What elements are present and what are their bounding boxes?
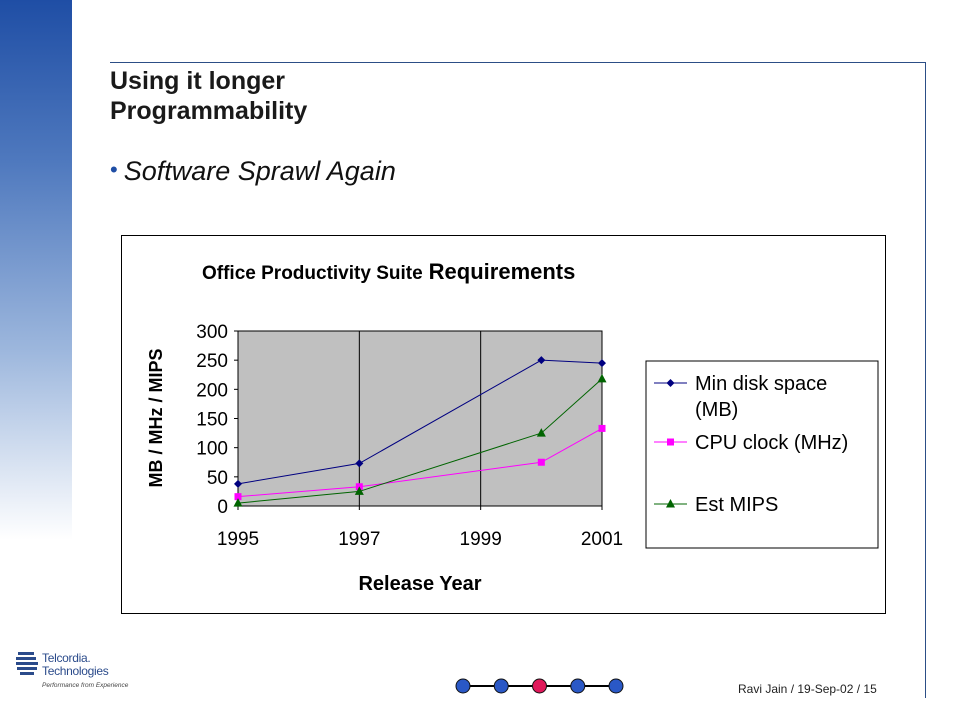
legend-box: [645, 360, 879, 549]
legend-label-3: Est MIPS: [695, 494, 778, 516]
logo-name: Telcordia. Technologies: [42, 651, 109, 678]
slide-title: Using it longer Programmability: [110, 66, 307, 126]
x-tick-label: 1999: [460, 529, 502, 550]
y-tick-label: 200: [196, 380, 228, 401]
legend-label-2: CPU clock (MHz): [695, 432, 848, 454]
left-accent-bar: [0, 0, 72, 540]
data-point-series-2: [598, 424, 606, 432]
series-line-1: [237, 359, 603, 485]
bullet-item: • Software Sprawl Again: [110, 156, 396, 187]
y-axis-label: MB / MHz / MIPS: [146, 349, 166, 488]
y-tick-label: 250: [196, 351, 228, 372]
logo-tagline: Performance from Experience: [42, 682, 129, 689]
legend-marker-1: [666, 379, 675, 387]
legend: Min disk space (MB) CPU clock (MHz) Est MIP…: [645, 360, 879, 549]
slide-title-line1: Using it longer: [110, 67, 285, 95]
data-point-series-1: [355, 459, 364, 468]
legend-marker-3: [666, 499, 675, 508]
data-point-series-2: [537, 458, 545, 466]
chart-title-part2: Requirements: [429, 259, 576, 284]
legend-label-1: Min disk space: [695, 373, 827, 395]
y-axis-ticks: 300 250 200 150 100 50 0: [196, 322, 238, 518]
legend-marker-2: [667, 438, 674, 446]
logo-name-line1: Telcordia.: [42, 651, 91, 665]
chart-frame: Office Productivity Suite Requirements 30…: [121, 235, 886, 614]
data-point-series-3: [536, 428, 546, 437]
data-point-series-1: [234, 479, 242, 488]
x-tick-label: 1995: [217, 529, 259, 550]
plot-area: [238, 331, 602, 506]
y-tick-label: 300: [196, 322, 228, 343]
bullet-text: Software Sprawl Again: [123, 156, 396, 186]
data-point-series-1: [537, 356, 546, 365]
slide-footer: Ravi Jain / 19-Sep-02 / 15: [738, 682, 877, 696]
slide-navigation: [455, 678, 624, 694]
x-axis-ticks: 1995 1997 1999 2001: [217, 506, 623, 550]
data-point-series-3: [354, 486, 364, 495]
data-point-series-3: [233, 498, 243, 507]
series-group: [233, 356, 607, 507]
top-divider: [110, 62, 926, 63]
nav-dot: [455, 678, 471, 694]
line-chart: Office Productivity Suite Requirements 30…: [146, 259, 879, 595]
y-tick-label: 150: [196, 410, 228, 431]
legend-items: Min disk space (MB) CPU clock (MHz) Est MIP…: [654, 373, 848, 516]
y-tick-label: 50: [207, 468, 228, 489]
nav-dot: [532, 678, 547, 694]
data-point-series-3: [597, 373, 607, 383]
series-line-3: [237, 378, 603, 504]
data-point-series-1: [598, 359, 606, 368]
legend-label-1-line2: (MB): [695, 399, 738, 421]
chart-title-part1: Office Productivity Suite: [202, 263, 423, 284]
telcordia-logo: Telcordia. Technologies Performance from…: [16, 648, 146, 700]
y-tick-label: 100: [196, 439, 228, 460]
logo-name-line2: Technologies: [42, 664, 109, 678]
nav-dot: [608, 678, 624, 694]
right-divider: [925, 62, 926, 698]
x-tick-label: 2001: [581, 529, 623, 550]
x-axis-label: Release Year: [358, 573, 481, 595]
data-point-series-2: [234, 493, 242, 501]
logo-mark-icon: [16, 652, 38, 675]
slide-title-line2: Programmability: [110, 97, 308, 125]
x-tick-label: 1997: [338, 529, 380, 550]
nav-dot: [493, 678, 509, 694]
nav-dot: [570, 678, 586, 694]
bullet-icon: •: [110, 157, 118, 182]
series-line-2: [237, 427, 603, 498]
chart-title: Office Productivity Suite Requirements: [202, 259, 575, 284]
y-tick-label: 0: [217, 497, 228, 518]
